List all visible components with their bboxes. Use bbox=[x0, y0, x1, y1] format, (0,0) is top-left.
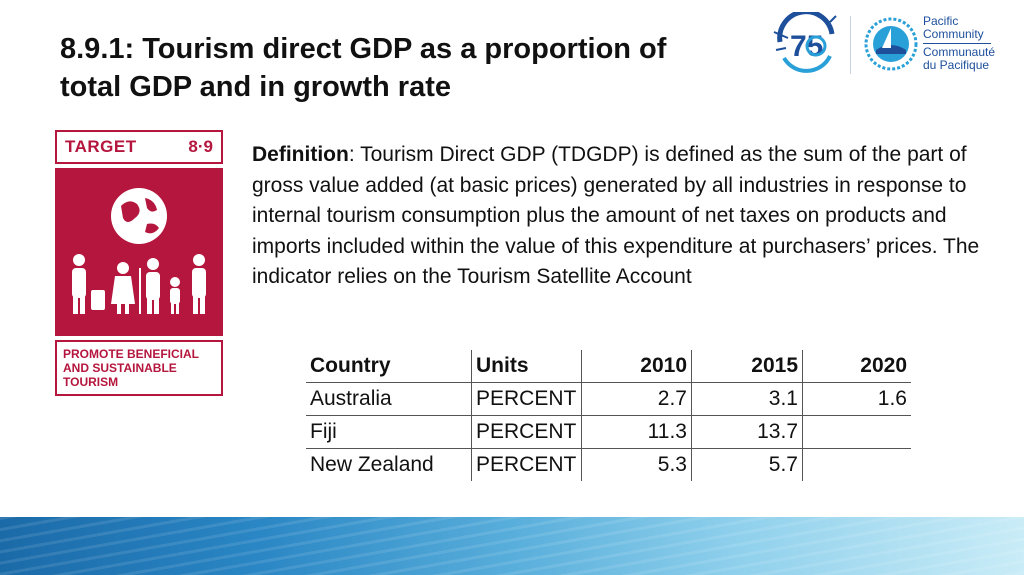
definition-text: : Tourism Direct GDP (TDGDP) is defined … bbox=[252, 143, 980, 288]
table-row: New Zealand PERCENT 5.3 5.7 bbox=[306, 448, 912, 482]
sdg-caption-line-2: AND SUSTAINABLE bbox=[63, 361, 177, 375]
band-texture bbox=[0, 517, 1024, 575]
table-cell: New Zealand bbox=[306, 448, 472, 481]
spc-name-divider bbox=[923, 43, 991, 44]
table-cell: PERCENT bbox=[471, 415, 582, 449]
spc-name-fr-1: Communauté bbox=[923, 45, 996, 59]
table-cell: 3.1 bbox=[691, 382, 803, 416]
sdg-target-tile: TARGET 8·9 PROMOTE BENEFICIAL AND SUSTAI… bbox=[55, 130, 225, 396]
header-2020: 2020 bbox=[802, 350, 911, 383]
table-header-row: Country Units 2010 2015 2020 bbox=[306, 350, 911, 383]
pacific-community-logo-icon bbox=[864, 17, 918, 71]
table-cell: 11.3 bbox=[581, 415, 692, 449]
table-cell bbox=[802, 415, 911, 449]
logo-divider bbox=[850, 16, 851, 74]
slide-title-line-1: 8.9.1: Tourism direct GDP as a proportio… bbox=[60, 33, 667, 65]
table-row: Fiji PERCENT 11.3 13.7 bbox=[306, 415, 911, 449]
tourism-gdp-table: Country Units 2010 2015 2020 Australia P… bbox=[306, 350, 911, 481]
table-cell: 5.7 bbox=[691, 448, 803, 481]
table-cell: PERCENT bbox=[471, 448, 582, 481]
spc-75th-anniversary-logo-icon: 75 bbox=[773, 12, 837, 73]
header-units: Units bbox=[471, 350, 582, 383]
table-cell: Australia bbox=[306, 382, 472, 416]
header-logos: 75 Pacific Community Communauté du Pacif… bbox=[770, 10, 1010, 80]
sdg-target-number: 8·9 bbox=[188, 137, 213, 156]
table-row: Australia PERCENT 2.7 3.1 1.6 bbox=[306, 382, 911, 416]
spc-name-fr-2: du Pacifique bbox=[923, 58, 990, 72]
table-cell: 5.3 bbox=[581, 448, 692, 481]
table-cell bbox=[803, 449, 912, 482]
decorative-ocean-band bbox=[0, 517, 1024, 575]
header-country: Country bbox=[306, 350, 472, 383]
slide-title-line-2: total GDP and in growth rate bbox=[60, 71, 451, 103]
table-cell: 2.7 bbox=[581, 382, 692, 416]
sdg-target-label: TARGET bbox=[65, 137, 137, 156]
sdg-caption-line-3: TOURISM bbox=[63, 375, 119, 389]
spc-name-en-1: Pacific bbox=[923, 14, 959, 28]
table-cell: Fiji bbox=[306, 415, 472, 449]
sdg-caption-line-1: PROMOTE BENEFICIAL bbox=[63, 347, 200, 361]
table-cell: PERCENT bbox=[471, 382, 582, 416]
sdg-target-header: TARGET 8·9 bbox=[55, 130, 223, 164]
table-cell: 13.7 bbox=[691, 415, 803, 449]
sdg-tourism-icon bbox=[55, 168, 223, 336]
slide-title: 8.9.1: Tourism direct GDP as a proportio… bbox=[60, 30, 750, 106]
sdg-target-caption: PROMOTE BENEFICIAL AND SUSTAINABLE TOURI… bbox=[55, 340, 223, 396]
pacific-community-wordmark: Pacific Community Communauté du Pacifiqu… bbox=[923, 15, 995, 72]
definition-paragraph: Definition: Tourism Direct GDP (TDGDP) i… bbox=[252, 140, 1002, 293]
spc-name-en-2: Community bbox=[923, 27, 984, 41]
header-2015: 2015 bbox=[691, 350, 803, 383]
header-2010: 2010 bbox=[581, 350, 692, 383]
definition-label: Definition bbox=[252, 143, 349, 166]
table-cell: 1.6 bbox=[802, 382, 911, 416]
